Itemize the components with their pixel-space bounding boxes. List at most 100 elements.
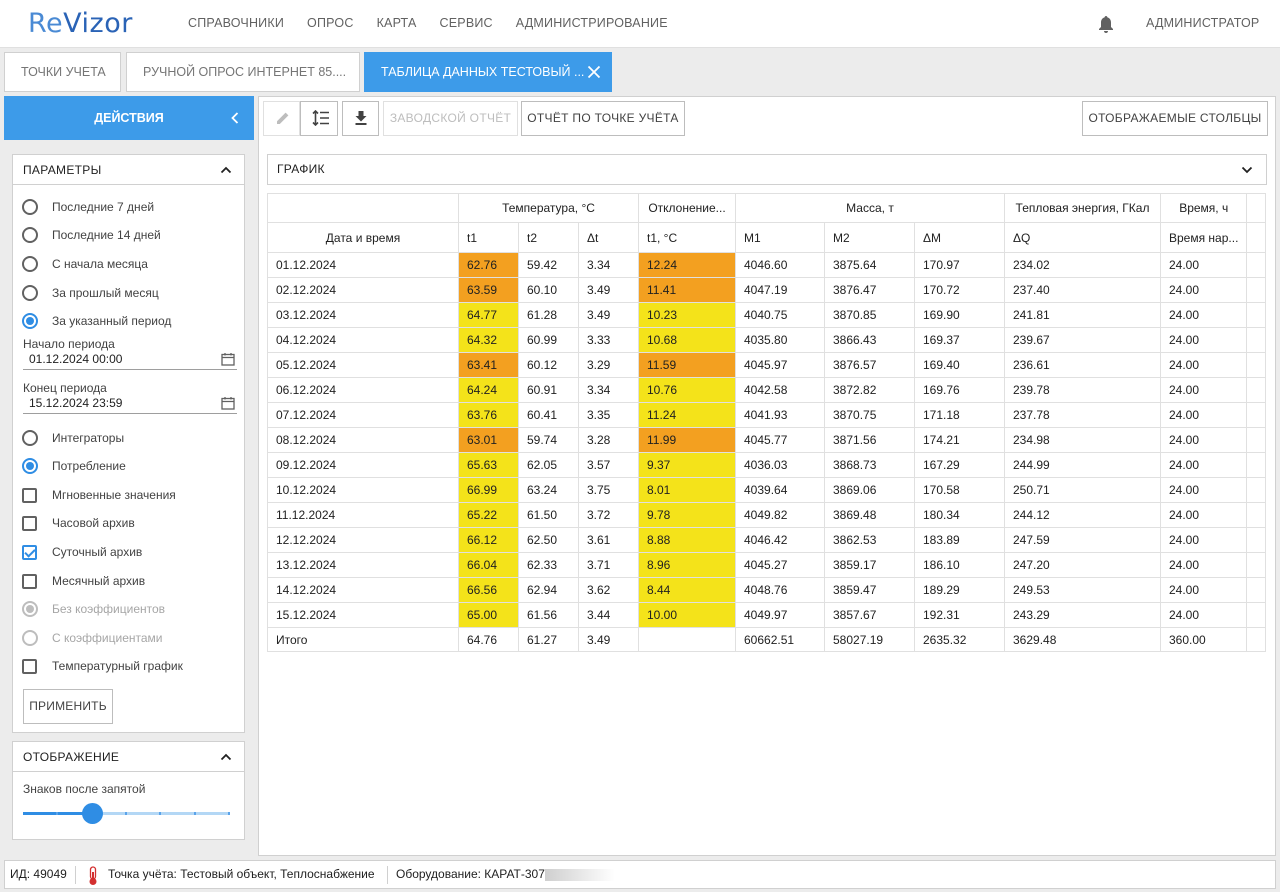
checkbox[interactable] [22,659,37,674]
checkbox[interactable] [22,488,37,503]
table-cell: 11.59 [638,352,736,378]
period-last-14-days[interactable]: Последние 14 дней [21,225,161,245]
table-cell: 60.12 [518,352,579,378]
radio-button[interactable] [22,285,38,301]
table-row[interactable]: 10.12.2024 66.99 63.24 3.75 8.01 4039.64 3869.… [267,477,1267,503]
table-cell: 169.40 [914,352,1005,378]
period-last-month[interactable]: За прошлый месяц [21,283,159,303]
temperature-graph-option[interactable]: Температурный график [21,656,183,676]
factory-report-button: ЗАВОДСКОЙ ОТЧЁТ [383,101,518,136]
radio-button[interactable] [22,430,38,446]
column-header-dq[interactable]: ΔQ [1004,222,1161,253]
app-logo[interactable]: ReVizor [28,8,133,39]
graph-section[interactable]: ГРАФИК [267,154,1267,185]
table-row[interactable]: 04.12.2024 64.32 60.99 3.33 10.68 4035.80 3866… [267,327,1267,353]
table-row[interactable]: 02.12.2024 63.59 60.10 3.49 11.41 4047.19 3876… [267,277,1267,303]
chevron-left-icon[interactable] [230,111,240,125]
radio-button-selected[interactable] [22,458,38,474]
table-cell: 4042.58 [735,377,825,403]
nav-item-administration[interactable]: АДМИНИСТРИРОВАНИЕ [515,16,668,30]
table-cell: 186.10 [914,552,1005,578]
user-menu[interactable]: АДМИНИСТРАТОР [1146,16,1260,30]
column-header-datetime[interactable]: Дата и время [267,222,459,253]
column-header-t1-deviation[interactable]: t1, °С [638,222,736,253]
period-end-label: Конец периода [23,381,107,395]
parameters-header[interactable]: ПАРАМЕТРЫ [13,155,244,185]
column-header-dt[interactable]: Δt [578,222,639,253]
period-month-start[interactable]: С начала месяца [21,254,148,274]
total-cell: 2635.32 [914,627,1005,652]
period-custom[interactable]: За указанный период [21,311,171,331]
column-header-m1[interactable]: M1 [735,222,825,253]
archive-daily[interactable]: Суточный архив [21,542,142,562]
close-icon[interactable] [587,65,601,79]
period-last-7-days[interactable]: Последние 7 дней [21,197,154,217]
nav-item-service[interactable]: СЕРВИС [439,16,493,30]
archive-instant[interactable]: Мгновенные значения [21,485,176,505]
row-height-button[interactable] [300,101,338,136]
checkbox[interactable] [22,574,37,589]
table-row[interactable]: 09.12.2024 65.63 62.05 3.57 9.37 4036.03 3868.… [267,452,1267,478]
table-row[interactable]: 08.12.2024 63.01 59.74 3.28 11.99 4045.77 3871… [267,427,1267,453]
header-empty [267,193,459,223]
actions-button[interactable]: ДЕЙСТВИЯ [4,96,254,140]
table-cell: 63.41 [458,352,519,378]
period-end-field[interactable]: 15.12.2024 23:59 [23,394,237,414]
table-row[interactable]: 11.12.2024 65.22 61.50 3.72 9.78 4049.82 3869.… [267,502,1267,528]
column-header-t1[interactable]: t1 [458,222,519,253]
table-row[interactable]: 01.12.2024 62.76 59.42 3.34 12.24 4046.60 3875… [267,252,1267,278]
tab-metering-points[interactable]: ТОЧКИ УЧЕТА [4,52,121,92]
tab-manual-poll[interactable]: РУЧНОЙ ОПРОС ИНТЕРНЕТ 85.... [126,52,360,92]
download-button[interactable] [342,101,379,136]
table-row[interactable]: 03.12.2024 64.77 61.28 3.49 10.23 4040.75 3870… [267,302,1267,328]
actions-label: ДЕЙСТВИЯ [94,111,164,125]
archive-monthly[interactable]: Месячный архив [21,571,145,591]
table-cell: 4046.60 [735,252,825,278]
table-cell: 24.00 [1159,377,1248,403]
column-header-operating-time[interactable]: Время нар... [1159,222,1248,253]
radio-button[interactable] [22,256,38,272]
display-header[interactable]: ОТОБРАЖЕНИЕ [13,742,244,772]
point-report-button[interactable]: ОТЧЁТ ПО ТОЧКЕ УЧЁТА [521,101,685,136]
nav-item-directories[interactable]: СПРАВОЧНИКИ [188,16,285,30]
nav-item-poll[interactable]: ОПРОС [307,16,354,30]
table-cell: 4039.64 [735,477,825,503]
checkbox-checked[interactable] [22,545,37,560]
nav-item-map[interactable]: КАРТА [376,16,417,30]
radio-button[interactable] [22,199,38,215]
radio-button[interactable] [22,227,38,243]
group-header-deviation[interactable]: Отклонение... [638,193,736,223]
mode-consumption[interactable]: Потребление [21,456,126,476]
calendar-icon[interactable] [221,396,235,410]
table-cell: 66.99 [458,477,519,503]
table-cell: 171.18 [914,402,1005,428]
tab-data-table[interactable]: ТАБЛИЦА ДАННЫХ ТЕСТОВЫЙ ... [364,52,612,92]
table-row[interactable]: 14.12.2024 66.56 62.94 3.62 8.44 4048.76 3859.… [267,577,1267,603]
apply-button[interactable]: ПРИМЕНИТЬ [23,689,113,724]
radio-button-selected[interactable] [22,313,38,329]
column-header-m2[interactable]: M2 [824,222,915,253]
table-cell: 24.00 [1159,352,1248,378]
table-cell: 237.40 [1004,277,1161,303]
column-header-t2[interactable]: t2 [518,222,579,253]
checkbox[interactable] [22,516,37,531]
status-metering-point: Точка учёта: Тестовый объект, Теплоснабж… [108,867,375,881]
chevron-up-icon[interactable] [220,164,232,176]
period-start-field[interactable]: 01.12.2024 00:00 [23,350,237,370]
table-row[interactable]: 12.12.2024 66.12 62.50 3.61 8.88 4046.42 3862.… [267,527,1267,553]
archive-hourly[interactable]: Часовой архив [21,513,135,533]
table-row[interactable]: 13.12.2024 66.04 62.33 3.71 8.96 4045.27 3859.… [267,552,1267,578]
displayed-columns-button[interactable]: ОТОБРАЖАЕМЫЕ СТОЛБЦЫ [1082,101,1268,136]
table-row[interactable]: 07.12.2024 63.76 60.41 3.35 11.24 4041.93 3870… [267,402,1267,428]
chevron-up-icon[interactable] [220,751,232,763]
chevron-down-icon[interactable] [1241,164,1253,176]
decimals-slider-thumb[interactable] [82,803,103,824]
calendar-icon[interactable] [221,352,235,366]
table-row[interactable]: 06.12.2024 64.24 60.91 3.34 10.76 4042.58 3872… [267,377,1267,403]
table-row[interactable]: 15.12.2024 65.00 61.56 3.44 10.00 4049.97 3857… [267,602,1267,628]
table-cell: 24.00 [1159,527,1248,553]
bell-icon[interactable] [1098,15,1114,33]
column-header-dm[interactable]: ΔM [914,222,1005,253]
mode-integrators[interactable]: Интеграторы [21,428,124,448]
table-row[interactable]: 05.12.2024 63.41 60.12 3.29 11.59 4045.97 3876… [267,352,1267,378]
